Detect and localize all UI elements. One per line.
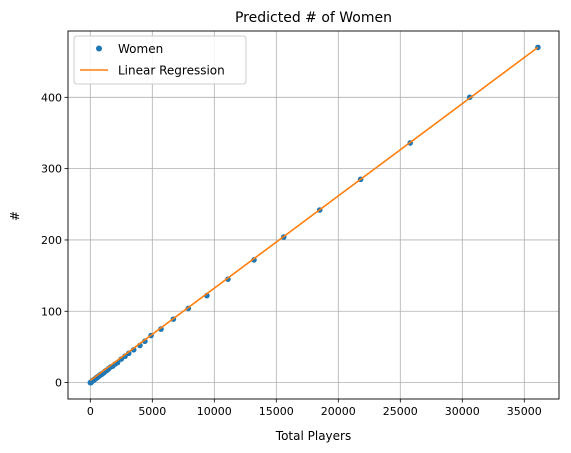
x-tick-label: 25000 [383,405,418,418]
x-tick-label: 10000 [197,405,232,418]
legend-frame [73,35,247,85]
y-axis-label: # [8,211,22,221]
x-tick-label: 0 [87,405,94,418]
x-tick-label: 15000 [259,405,294,418]
y-tick-label: 100 [41,305,62,318]
y-tick-label: 400 [41,91,62,104]
x-axis-label: Total Players [275,429,351,443]
chart-title: Predicted # of Women [235,10,392,26]
chart-marks [87,44,541,386]
y-tick-label: 300 [41,163,62,176]
legend: Women Linear Regression [73,35,247,85]
data-point-women [142,338,148,345]
axis-ticks: 0 5000 10000 15000 20000 25000 30000 35000 0 100 2… [41,91,542,418]
legend-marker-women [96,45,102,52]
plot-area-frame [67,30,560,400]
x-tick-label: 20000 [321,405,356,418]
x-tick-label: 30000 [445,405,480,418]
x-tick-label: 35000 [507,405,542,418]
grid-lines [68,31,559,399]
legend-label-regression: Linear Regression [118,64,225,78]
legend-label-women: Women [118,42,163,56]
y-tick-label: 200 [41,234,62,247]
y-tick-label: 0 [55,377,62,390]
x-tick-label: 5000 [138,405,166,418]
regression-line [89,46,539,382]
